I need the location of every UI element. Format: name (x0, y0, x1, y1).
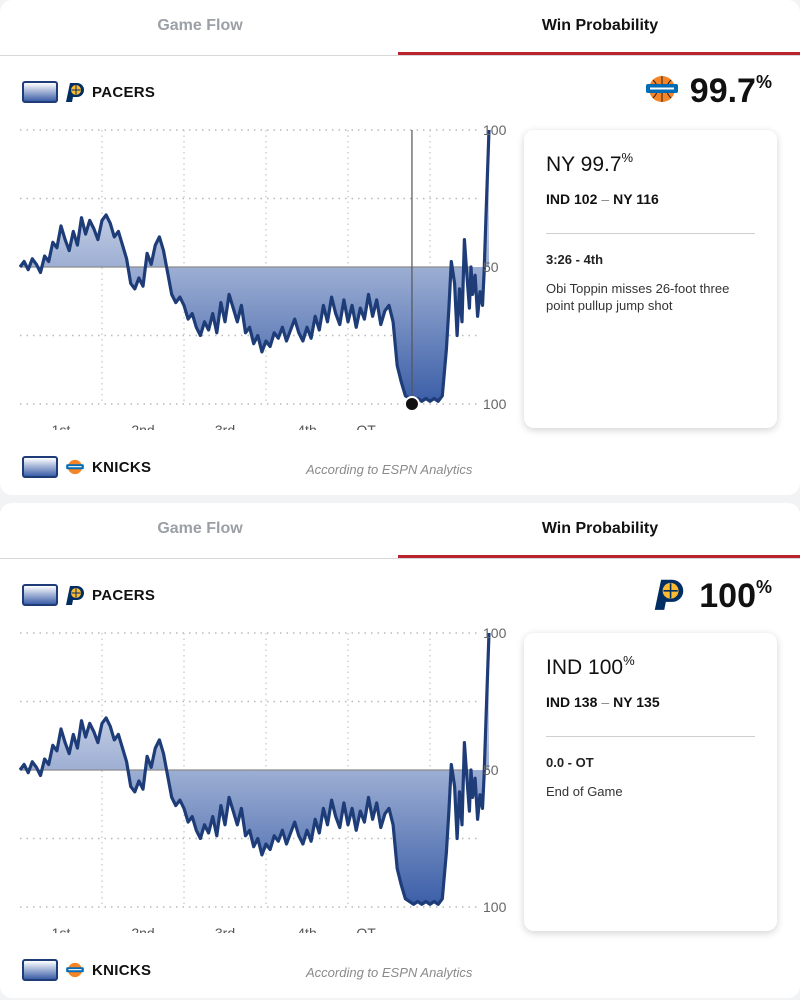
knicks-logo-icon (642, 73, 682, 110)
tab-game-flow[interactable]: Game Flow (157, 520, 243, 537)
x-tick-label: 4th (297, 422, 316, 430)
tab-win-probability[interactable]: Win Probability (541, 17, 659, 34)
card-score: IND 102– NY 116 (546, 191, 659, 207)
y-tick-label: 50 (483, 762, 499, 778)
legend-top-team: PACERS (22, 581, 155, 609)
tab-win-probability[interactable]: Win Probability (541, 520, 659, 537)
y-tick-label: 50 (483, 259, 499, 275)
legend-bottom-team: KNICKS (22, 453, 151, 481)
play-detail-card: NY 99.7% IND 102– NY 116 3:26 - 4th Obi T… (524, 130, 777, 428)
x-tick-label: 2nd (131, 925, 154, 933)
win-probability-area (20, 130, 489, 402)
legend-swatch (22, 584, 58, 606)
leader-probability-value: 100% (699, 577, 772, 615)
card-time: 0.0 - OT (546, 755, 594, 770)
win-probability-area (20, 633, 489, 905)
bottom-team-name: KNICKS (92, 961, 152, 979)
card-divider (546, 233, 755, 234)
pacers-logo-icon (647, 575, 691, 618)
bottom-team-name: KNICKS (92, 458, 152, 476)
knicks-logo-icon (58, 956, 92, 984)
leader-probability: 99.7% (642, 72, 772, 111)
y-tick-label: 100 (483, 899, 507, 915)
card-description: Obi Toppin misses 26-foot three point pu… (546, 281, 730, 313)
legend-top-team: PACERS (22, 78, 155, 106)
x-tick-label: 4th (297, 925, 316, 933)
hover-marker (403, 396, 420, 412)
top-team-name: PACERS (92, 586, 156, 604)
x-tick-label: 1st (52, 422, 71, 430)
x-tick-label: 3rd (215, 925, 235, 933)
legend-swatch (22, 959, 58, 981)
win-probability-chart: 100 50 100 1st 2nd 3rd 4th OT (18, 625, 507, 933)
card-probability: NY 99.7% (546, 150, 634, 176)
card-probability: IND 100% (546, 653, 635, 679)
y-tick-label: 100 (483, 396, 507, 412)
leader-probability: 100% (647, 575, 772, 618)
card-divider (546, 736, 755, 737)
knicks-logo-icon (58, 453, 92, 481)
tab-game-flow[interactable]: Game Flow (157, 17, 243, 34)
active-tab-indicator (398, 555, 800, 558)
win-probability-panel-2: Game Flow Win Probability PACERS 100% 10… (0, 503, 800, 998)
card-score: IND 138– NY 135 (546, 694, 660, 710)
attribution-text: According to ESPN Analytics (306, 965, 473, 980)
card-description: End of Game (546, 784, 623, 799)
legend-swatch (22, 81, 58, 103)
leader-probability-value: 99.7% (689, 72, 772, 110)
play-detail-card: IND 100% IND 138– NY 135 0.0 - OT End of … (524, 633, 777, 931)
x-tick-label: 1st (52, 925, 71, 933)
attribution-text: According to ESPN Analytics (306, 462, 473, 477)
win-probability-panel-1: Game Flow Win Probability PACERS 99.7% 1… (0, 0, 800, 495)
win-probability-line (18, 129, 491, 403)
tab-bar: Game Flow Win Probability (0, 0, 800, 56)
pacers-logo-icon (58, 78, 92, 106)
y-tick-label: 100 (483, 625, 507, 641)
card-time: 3:26 - 4th (546, 252, 604, 267)
win-probability-chart: 100 50 100 1st 2nd 3rd 4th OT (18, 122, 507, 430)
pacers-logo-icon (58, 581, 92, 609)
x-tick-label: 3rd (215, 422, 235, 430)
legend-bottom-team: KNICKS (22, 956, 151, 984)
active-tab-indicator (398, 52, 800, 55)
tab-bar: Game Flow Win Probability (0, 503, 800, 559)
legend-swatch (22, 456, 58, 478)
x-tick-label: OT (356, 925, 376, 933)
top-team-name: PACERS (92, 83, 156, 101)
x-tick-label: 2nd (131, 422, 154, 430)
x-tick-label: OT (356, 422, 376, 430)
y-tick-label: 100 (483, 122, 507, 138)
win-probability-line (18, 632, 491, 906)
